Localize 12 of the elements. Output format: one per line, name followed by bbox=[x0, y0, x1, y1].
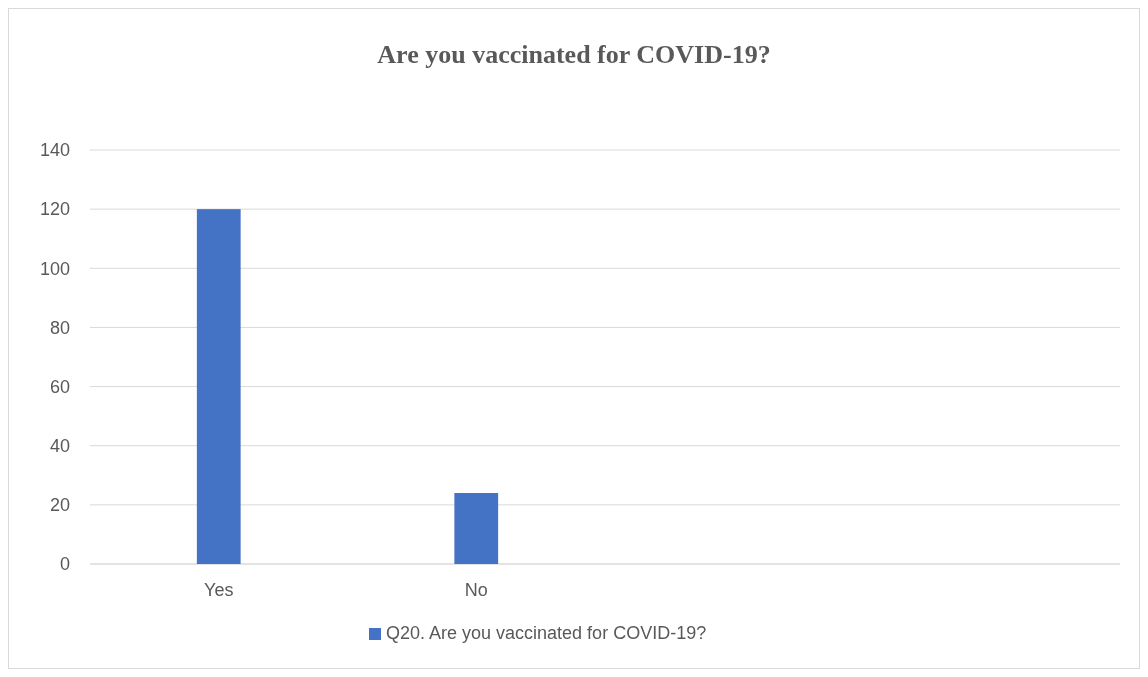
legend-label: Q20. Are you vaccinated for COVID-19? bbox=[386, 623, 707, 643]
y-tick-label: 40 bbox=[49, 436, 70, 457]
y-tick-label: 60 bbox=[49, 376, 70, 397]
x-tick-label: Yes bbox=[204, 580, 234, 600]
y-tick-label: 140 bbox=[39, 140, 70, 161]
x-tick-label: No bbox=[464, 580, 488, 600]
y-tick-label: 20 bbox=[49, 495, 70, 516]
y-tick-label: 0 bbox=[59, 554, 70, 575]
y-tick-label: 120 bbox=[39, 199, 70, 220]
y-tick-label: 80 bbox=[49, 317, 70, 338]
chart-title: Are you vaccinated for COVID-19? bbox=[377, 40, 771, 69]
y-tick-label: 100 bbox=[39, 258, 70, 279]
